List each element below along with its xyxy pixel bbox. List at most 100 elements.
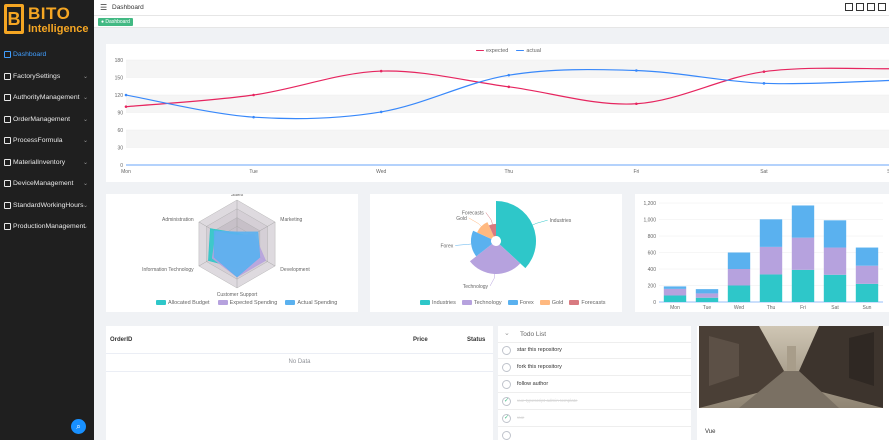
todo-text: vue xyxy=(517,415,525,420)
checkbox[interactable] xyxy=(502,431,511,440)
bar-segment xyxy=(823,220,847,248)
font-size-icon[interactable] xyxy=(867,3,875,11)
people-icon xyxy=(4,223,11,231)
top-navbar: ☰ Dashboard xyxy=(94,0,889,16)
sidebar-item-process-formula[interactable]: ProcessFormula ⌄ xyxy=(0,130,94,152)
todo-title: Todo List xyxy=(520,331,547,338)
legend-expected[interactable]: expected xyxy=(476,48,508,54)
chevron-down-icon: ⌄ xyxy=(82,181,88,187)
radar-indicator-label: Administration xyxy=(162,217,194,223)
legend-expected-spending[interactable]: Expected Spending xyxy=(217,300,278,306)
sidebar-item-authority-management[interactable]: AuthorityManagement ⌄ xyxy=(0,87,94,109)
breadcrumb[interactable]: Dashboard xyxy=(112,4,144,11)
edit-icon[interactable] xyxy=(856,3,864,11)
legend-label: Actual Spending xyxy=(297,300,338,306)
data-point-expected xyxy=(762,70,766,73)
radar-chart-panel: Sales Marketing Development Customer Suppor… xyxy=(106,194,358,312)
todo-list: ⌄ Todo List star this repository fork th… xyxy=(498,326,691,440)
sidebar-item-label: StandardWorkingHours xyxy=(13,201,84,209)
sidebar-item-order-management[interactable]: OrderManagement ⌄ xyxy=(0,109,94,131)
sidebar-item-material-inventory[interactable]: MaterialInventory ⌄ xyxy=(0,152,94,174)
tags-view: ● Dashboard xyxy=(94,16,889,28)
tab-label: Dashboard xyxy=(105,19,130,25)
legend-label: Forex xyxy=(519,300,534,306)
column-status[interactable]: Status xyxy=(467,337,486,343)
todo-item[interactable]: fork this repository xyxy=(498,360,691,376)
todo-item[interactable]: star this repository xyxy=(498,343,691,359)
data-point-expected xyxy=(507,85,511,89)
pie-slice xyxy=(496,201,536,269)
gear-icon xyxy=(4,72,11,80)
sidebar-item-label: AuthorityManagement xyxy=(13,94,80,102)
legend-label: actual xyxy=(526,48,542,54)
legend-industries[interactable]: Industries xyxy=(420,300,456,306)
x-tick-label: Mon xyxy=(121,169,131,175)
sidebar-item-standard-working-hours[interactable]: StandardWorkingHours ⌄ xyxy=(0,195,94,217)
data-point-actual xyxy=(124,93,128,97)
data-point-actual xyxy=(635,69,638,72)
column-price[interactable]: Price xyxy=(413,337,428,343)
todo-item[interactable]: ✓ vue-typescript-admin-template xyxy=(498,394,691,410)
tree-icon xyxy=(4,137,11,145)
todo-item[interactable] xyxy=(498,428,691,440)
logo[interactable]: B BITO Intelligence xyxy=(4,4,92,38)
legend-actual-spending[interactable]: Actual Spending xyxy=(285,300,337,306)
y-tick-label: 1,200 xyxy=(643,201,656,207)
y-tick-label: 200 xyxy=(648,284,657,290)
checkbox-checked[interactable]: ✓ xyxy=(502,414,511,423)
grid-band xyxy=(126,130,889,148)
bar-segment xyxy=(727,252,751,269)
checkbox[interactable] xyxy=(502,346,511,355)
pie-slice xyxy=(477,222,494,239)
x-tick-label: Sat xyxy=(760,169,768,175)
pie-label: Industries xyxy=(550,218,572,224)
hamburger-icon[interactable]: ☰ xyxy=(100,3,108,12)
tab-dashboard[interactable]: ● Dashboard xyxy=(98,18,133,26)
legend-gold[interactable]: Gold xyxy=(539,300,563,306)
legend-forex[interactable]: Forex xyxy=(507,300,534,306)
legend-actual[interactable]: actual xyxy=(516,48,541,54)
checkbox-checked[interactable]: ✓ xyxy=(502,397,511,406)
pie-label-line xyxy=(455,243,472,246)
radar-indicator-label: Marketing xyxy=(280,217,302,223)
legend-technology[interactable]: Technology xyxy=(461,300,502,306)
x-tick-label: Sun xyxy=(887,169,889,175)
legend-label: Allocated Budget xyxy=(168,300,210,306)
todo-item[interactable]: follow author xyxy=(498,377,691,393)
radar-indicator-label: Information Technology xyxy=(142,267,194,273)
data-point-actual xyxy=(507,73,511,77)
bar-segment xyxy=(695,297,719,302)
calendar-icon xyxy=(4,201,11,209)
x-tick-label: Fri xyxy=(633,169,639,175)
sidebar-item-factory-settings[interactable]: FactorySettings ⌄ xyxy=(0,66,94,88)
grid-band xyxy=(126,95,889,113)
sidebar-item-dashboard[interactable]: Dashboard xyxy=(0,44,94,66)
chevron-down-icon[interactable]: ⌄ xyxy=(504,330,510,337)
search-icon[interactable]: ⌕ xyxy=(71,419,86,434)
language-icon[interactable] xyxy=(878,3,886,11)
line-legend: expected actual xyxy=(476,48,541,54)
grid-band xyxy=(126,60,889,78)
legend-forecasts[interactable]: Forecasts xyxy=(569,300,606,306)
checkbox[interactable] xyxy=(502,380,511,389)
dashboard-icon xyxy=(4,51,11,59)
pie-legend: Industries Technology Forex Gold Forecas… xyxy=(420,300,606,306)
bar-segment xyxy=(663,286,687,289)
radar-indicator-label: Customer Support xyxy=(217,292,258,298)
sidebar-item-production-management[interactable]: ProductionManagement ⌄ xyxy=(0,216,94,238)
sidebar-item-label: FactorySettings xyxy=(13,72,61,80)
todo-item[interactable]: ✓ vue xyxy=(498,411,691,427)
sidebar-item-device-management[interactable]: DeviceManagement ⌄ xyxy=(0,173,94,195)
fullscreen-icon[interactable] xyxy=(845,3,853,11)
legend-allocated-budget[interactable]: Allocated Budget xyxy=(156,300,210,306)
column-order-id[interactable]: OrderID xyxy=(110,337,133,343)
y-tick-label: 60 xyxy=(117,128,123,134)
sidebar: B BITO Intelligence Dashboard FactorySet… xyxy=(0,0,94,440)
y-tick-label: 1,000 xyxy=(643,218,656,224)
y-tick-label: 0 xyxy=(120,163,123,169)
y-tick-label: 120 xyxy=(115,93,124,99)
legend-label: Expected Spending xyxy=(229,300,278,306)
legend-label: Technology xyxy=(473,300,502,306)
checkbox[interactable] xyxy=(502,363,511,372)
